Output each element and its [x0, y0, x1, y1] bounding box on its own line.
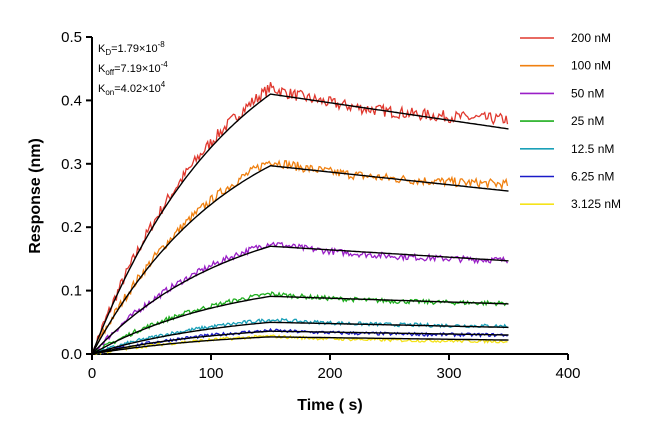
series-line — [91, 82, 509, 355]
koff-annotation: Koff=7.19×10-4 — [98, 60, 168, 77]
legend-label: 6.25 nM — [571, 170, 614, 184]
series-line — [91, 317, 508, 355]
x-tick-label: 300 — [436, 365, 461, 382]
fit-line — [91, 321, 509, 355]
fit-line — [91, 336, 509, 355]
legend-label: 100 nM — [571, 59, 611, 73]
data-series — [91, 82, 509, 355]
x-tick-label: 200 — [317, 365, 342, 382]
x-tick-label: 100 — [198, 365, 223, 382]
y-tick-label: 0.4 — [61, 92, 82, 109]
y-tick-label: 0.0 — [61, 346, 82, 363]
y-tick-label: 0.5 — [61, 29, 82, 46]
legend-label: 50 nM — [571, 86, 604, 100]
legend-label: 12.5 nM — [571, 142, 614, 156]
y-tick-label: 0.1 — [61, 283, 82, 300]
fit-line — [91, 330, 509, 355]
legend-label: 3.125 nM — [571, 197, 621, 211]
fit-line — [91, 93, 509, 355]
x-tick-label: 0 — [88, 365, 96, 382]
legend-label: 200 nM — [571, 31, 611, 45]
fit-line — [91, 164, 509, 355]
fit-line — [91, 245, 509, 355]
y-tick-label: 0.3 — [61, 156, 82, 173]
y-tick-label: 0.2 — [61, 219, 82, 236]
y-axis-title: Response (nm) — [27, 138, 44, 254]
series-line — [91, 159, 509, 355]
x-axis-ticks: 0 100 200 300 400 — [88, 354, 581, 382]
kinetics-annotation: KD=1.79×10-8 Koff=7.19×10-4 Kon=4.02×104 — [98, 40, 168, 97]
x-axis-title: Time ( s) — [297, 397, 363, 414]
x-tick-label: 400 — [555, 365, 580, 382]
y-axis-ticks: 0.0 0.1 0.2 0.3 0.4 0.5 — [61, 29, 92, 363]
legend: 200 nM 100 nM 50 nM 25 nM 12.5 nM 6.25 nM 3.12… — [520, 31, 621, 211]
fit-line — [91, 295, 509, 355]
kon-annotation: Kon=4.02×104 — [98, 80, 166, 97]
legend-label: 25 nM — [571, 114, 604, 128]
kd-annotation: KD=1.79×10-8 — [98, 40, 165, 57]
fit-curves — [91, 93, 509, 355]
